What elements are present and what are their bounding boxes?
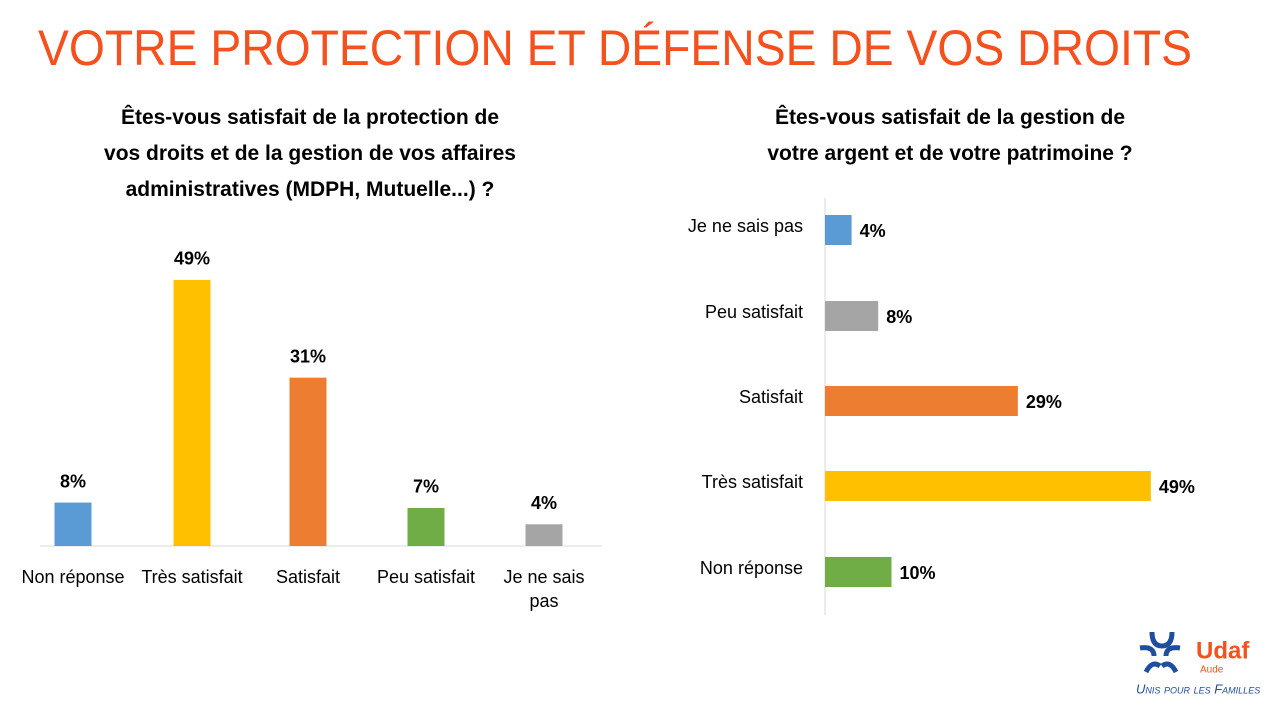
y-tick-label: Très satisfait xyxy=(701,472,803,492)
x-tick-label: Très satisfait xyxy=(141,567,243,587)
y-tick-label: Peu satisfait xyxy=(704,302,803,322)
data-label: 8% xyxy=(886,307,912,327)
bar xyxy=(54,502,92,546)
logo-tagline: Unis pour les Familles xyxy=(1136,681,1260,696)
bar xyxy=(525,524,563,546)
y-tick-label: Satisfait xyxy=(738,387,803,407)
logo-icon xyxy=(1139,645,1181,674)
x-tick-label: Peu satisfait xyxy=(376,567,476,587)
data-label: 7% xyxy=(413,477,439,497)
data-label: 29% xyxy=(1026,392,1062,412)
logo-region: Aude xyxy=(1200,665,1224,676)
bar xyxy=(289,377,327,546)
bar xyxy=(825,215,852,245)
x-tick-label: Non réponse xyxy=(21,567,125,587)
chart-title: Êtes-vous satisfait de la gestion de vot… xyxy=(767,106,1133,165)
data-label: 10% xyxy=(900,563,936,583)
data-label: 4% xyxy=(860,221,886,241)
x-tick-label: Satisfait xyxy=(275,567,341,587)
logo: Udaf Aude Unis pour les Familles xyxy=(1136,631,1260,696)
bar xyxy=(825,471,1151,501)
y-tick-label: Non réponse xyxy=(699,558,803,578)
bar xyxy=(407,507,445,546)
x-tick-label: Je ne sais pas xyxy=(503,567,585,611)
data-label: 8% xyxy=(60,471,86,491)
bar xyxy=(825,301,879,331)
logo-name: Udaf xyxy=(1196,637,1250,664)
data-label: 49% xyxy=(174,249,210,269)
data-label: 4% xyxy=(531,493,557,513)
bar xyxy=(825,386,1018,416)
data-label: 49% xyxy=(1159,477,1195,497)
logo-icon xyxy=(1149,631,1175,649)
bar xyxy=(173,279,211,546)
data-label: 31% xyxy=(290,346,326,366)
y-tick-label: Je ne sais pas xyxy=(687,216,803,236)
bar xyxy=(825,557,892,587)
chart-title: Êtes-vous satisfait de la protection de … xyxy=(104,106,516,201)
slide-title: VOTRE PROTECTION ET DÉFENSE DE VOS DROIT… xyxy=(38,20,1192,76)
